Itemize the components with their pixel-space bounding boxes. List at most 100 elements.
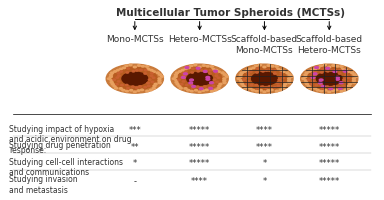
Circle shape <box>353 82 356 84</box>
Text: ****: **** <box>256 143 273 152</box>
Circle shape <box>347 77 349 78</box>
Circle shape <box>210 90 214 92</box>
Text: *: * <box>133 159 137 168</box>
Circle shape <box>288 80 291 81</box>
Circle shape <box>345 75 347 76</box>
Circle shape <box>315 67 318 69</box>
Circle shape <box>245 84 248 85</box>
Circle shape <box>150 75 153 76</box>
Circle shape <box>347 71 350 72</box>
Circle shape <box>349 83 351 85</box>
Circle shape <box>116 69 119 71</box>
Circle shape <box>266 90 270 91</box>
Circle shape <box>273 73 276 74</box>
Circle shape <box>262 71 264 72</box>
Circle shape <box>178 85 181 87</box>
Circle shape <box>247 73 249 74</box>
Circle shape <box>256 72 258 73</box>
Circle shape <box>151 81 154 83</box>
Circle shape <box>290 76 293 77</box>
Circle shape <box>279 89 282 91</box>
Circle shape <box>340 90 343 92</box>
Circle shape <box>171 64 228 93</box>
Circle shape <box>147 68 150 70</box>
Circle shape <box>246 69 249 71</box>
Circle shape <box>187 72 212 85</box>
Circle shape <box>331 90 334 91</box>
Circle shape <box>189 82 193 84</box>
Text: Studying impact of hypoxia
and acidic environment on drug
response:: Studying impact of hypoxia and acidic en… <box>9 125 132 155</box>
Circle shape <box>301 64 358 93</box>
Circle shape <box>246 77 248 78</box>
Circle shape <box>175 72 179 74</box>
Circle shape <box>182 81 185 82</box>
Circle shape <box>153 85 156 87</box>
Circle shape <box>125 65 128 66</box>
Text: ****: **** <box>191 177 208 186</box>
Circle shape <box>315 84 318 86</box>
Circle shape <box>217 77 220 78</box>
Circle shape <box>243 71 246 72</box>
Text: ****: **** <box>256 126 273 135</box>
Text: *****: ***** <box>319 126 340 135</box>
Circle shape <box>111 84 114 85</box>
Circle shape <box>265 87 268 88</box>
Circle shape <box>317 67 320 69</box>
Circle shape <box>311 76 315 78</box>
Circle shape <box>288 78 291 79</box>
Circle shape <box>255 84 258 86</box>
Circle shape <box>133 66 136 68</box>
Circle shape <box>261 86 264 87</box>
Circle shape <box>184 73 187 75</box>
Circle shape <box>283 85 286 87</box>
Circle shape <box>319 79 323 81</box>
Circle shape <box>257 87 259 89</box>
Circle shape <box>191 72 194 73</box>
Circle shape <box>240 82 243 83</box>
Circle shape <box>320 84 323 86</box>
Circle shape <box>159 74 161 75</box>
Circle shape <box>318 82 322 84</box>
Circle shape <box>304 74 307 76</box>
Circle shape <box>219 83 222 85</box>
Circle shape <box>209 87 212 89</box>
Circle shape <box>202 65 205 66</box>
Circle shape <box>329 88 333 90</box>
Circle shape <box>344 69 348 71</box>
Circle shape <box>199 88 203 90</box>
Circle shape <box>321 85 325 87</box>
Circle shape <box>152 71 156 72</box>
Circle shape <box>148 79 151 80</box>
Circle shape <box>190 90 193 92</box>
Circle shape <box>240 72 243 74</box>
Circle shape <box>151 73 153 74</box>
Circle shape <box>177 67 222 90</box>
Circle shape <box>312 73 314 74</box>
Circle shape <box>146 66 149 67</box>
Circle shape <box>313 73 317 75</box>
Circle shape <box>307 79 310 80</box>
Circle shape <box>321 68 324 69</box>
Circle shape <box>276 68 280 70</box>
Circle shape <box>204 71 207 72</box>
Circle shape <box>119 88 122 89</box>
Circle shape <box>119 68 122 70</box>
Text: *****: ***** <box>319 143 340 152</box>
Circle shape <box>132 86 134 87</box>
Circle shape <box>302 78 305 79</box>
Circle shape <box>140 69 142 71</box>
Circle shape <box>332 65 335 66</box>
Circle shape <box>309 87 312 89</box>
Circle shape <box>209 87 211 88</box>
Circle shape <box>342 85 344 87</box>
Circle shape <box>187 67 190 69</box>
Circle shape <box>281 81 283 83</box>
Circle shape <box>320 90 323 92</box>
Circle shape <box>333 71 337 72</box>
Circle shape <box>280 69 283 71</box>
Circle shape <box>221 72 224 73</box>
Circle shape <box>223 78 226 79</box>
Circle shape <box>316 72 342 85</box>
Circle shape <box>319 65 323 66</box>
Circle shape <box>265 70 268 71</box>
